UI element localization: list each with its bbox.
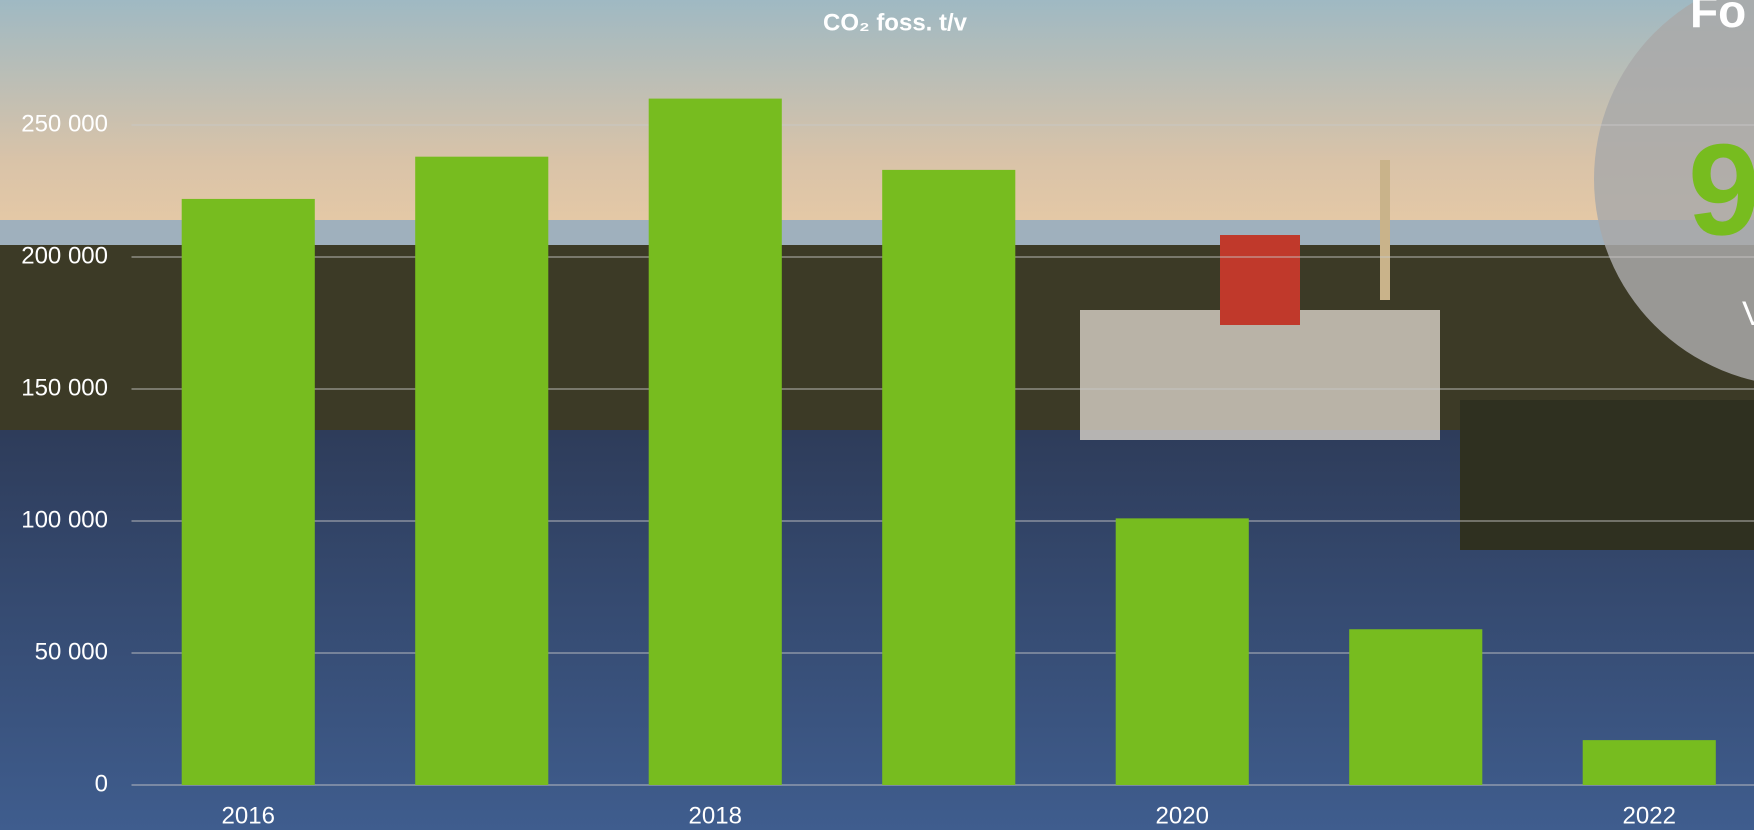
y-tick-label: 0 [95,770,108,797]
overlay-text: V [1742,295,1754,333]
x-tick-label: 2022 [1623,802,1676,829]
overlay-number: 9 [1688,116,1754,262]
background-mill [1080,310,1440,440]
x-tick-label: 2018 [689,802,742,829]
background-island [1460,400,1754,550]
x-tick-label: 2020 [1156,802,1209,829]
bar [1349,629,1483,785]
overlay-heading: Fo [1690,0,1746,37]
y-tick-label: 100 000 [21,506,108,533]
bar [181,198,315,786]
bar [882,169,1016,785]
bar [1582,740,1716,785]
y-tick-label: 150 000 [21,374,108,401]
y-tick-label: 50 000 [35,638,108,665]
background-sky [0,0,1754,230]
y-tick-label: 250 000 [21,110,108,137]
y-tick-label: 200 000 [21,242,108,269]
chart-title: CO₂ foss. t/v [823,9,968,36]
info-circle [1594,0,1754,381]
background-building [1220,235,1300,325]
background-chimney [1380,160,1390,300]
bar [1115,518,1249,785]
x-tick-label: 2016 [222,802,275,829]
bar [415,156,549,785]
bar [648,98,782,786]
